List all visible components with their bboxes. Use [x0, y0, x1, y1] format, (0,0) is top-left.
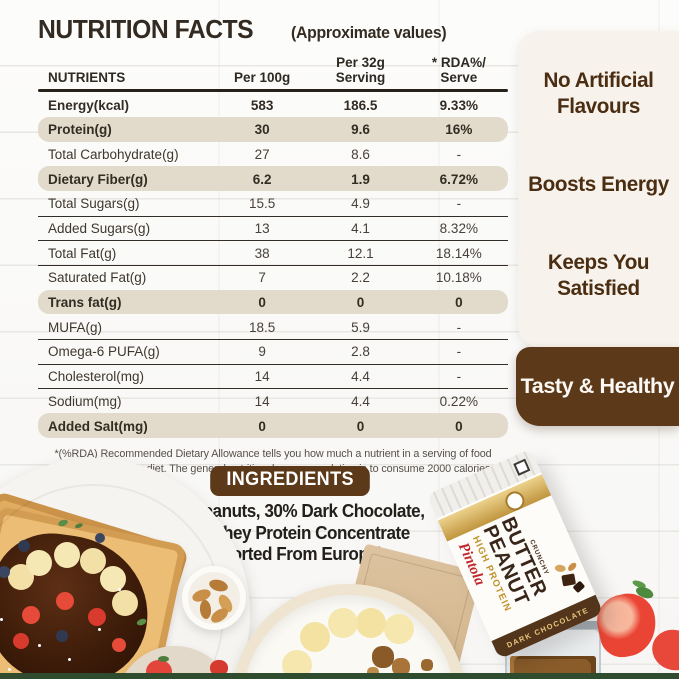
column-header-rda: * RDA%/Serve — [431, 55, 486, 86]
peanut-icon — [554, 564, 567, 573]
table-row-total-sugars: Total Sugars(g) 15.5 4.9 - — [48, 196, 462, 212]
table-row-dietary-fiber: Dietary Fiber(g) 6.2 1.9 6.72% — [38, 166, 508, 191]
ingredients-badge: INGREDIENTS — [210, 466, 370, 496]
table-row-protein: Protein(g) 30 9.6 16% — [38, 116, 508, 142]
table-row-omega6-pufa: Omega-6 PUFA(g) 9 2.8 - — [38, 339, 508, 364]
benefits-card: No Artificial Flavours Boosts Energy Kee… — [518, 31, 679, 347]
almond-cup-photo — [182, 566, 246, 630]
table-row-sodium: Sodium(mg) 14 4.4 0.22% — [38, 388, 508, 413]
granola-cluster — [372, 646, 394, 668]
bottom-edge-strip — [0, 673, 679, 679]
benefit-no-artificial-flavours: No Artificial Flavours — [543, 68, 654, 119]
banana-slices — [328, 608, 358, 638]
page-title: NUTRITION FACTS — [38, 14, 254, 44]
banana-slices — [26, 550, 52, 576]
table-row-carbohydrate: Total Carbohydrate(g) 27 8.6 - — [48, 146, 462, 162]
strawberry-leaves — [158, 656, 169, 662]
table-header-row: NUTRIENTS Per 100g Per 32g Serving * RDA%… — [38, 55, 508, 85]
almond — [207, 577, 230, 594]
benefit-boosts-energy: Boosts Energy — [528, 171, 669, 196]
almond — [199, 599, 212, 620]
blueberries — [0, 566, 10, 578]
table-row-saturated-fat: Saturated Fat(g) 7 2.2 10.18% — [38, 265, 508, 290]
benefit-keeps-you-satisfied: Keeps You Satisfied — [547, 249, 650, 300]
benefit-tasty-healthy: Tasty & Healthy — [516, 347, 679, 426]
mint-leaves — [57, 518, 69, 528]
table-row-trans-fat: Trans fat(g) 0 0 0 — [38, 289, 508, 315]
table-row-mufa: MUFA(g) 18.5 5.9 - — [48, 319, 462, 335]
table-row-cholesterol: Cholesterol(mg) 14 4.4 - — [38, 363, 508, 389]
column-header-per-32g: Per 32g Serving — [335, 55, 386, 86]
table-row-added-salt: Added Salt(mg) 0 0 0 — [38, 413, 508, 438]
column-header-per-100g: Per 100g — [234, 70, 291, 86]
subtitle: (Approximate values) — [290, 24, 447, 42]
column-header-nutrients: NUTRIENTS — [48, 70, 126, 86]
nutrition-facts-panel: NUTRITION FACTS (Approximate values) NUT… — [38, 14, 508, 494]
logo-mark-icon — [513, 458, 531, 476]
table-row-total-fat: Total Fat(g) 38 12.1 18.14% — [38, 240, 508, 265]
table-row-added-sugars: Added Sugars(g) 13 4.1 8.32% — [38, 215, 508, 241]
strawberry-slices — [22, 606, 40, 624]
peanut-icon — [566, 561, 578, 573]
title-row: NUTRITION FACTS (Approximate values) — [38, 14, 508, 45]
chocolate-spread — [0, 525, 158, 679]
header-divider — [38, 89, 508, 93]
table-row-energy: Energy(kcal) 583 186.5 9.33% — [48, 97, 478, 113]
